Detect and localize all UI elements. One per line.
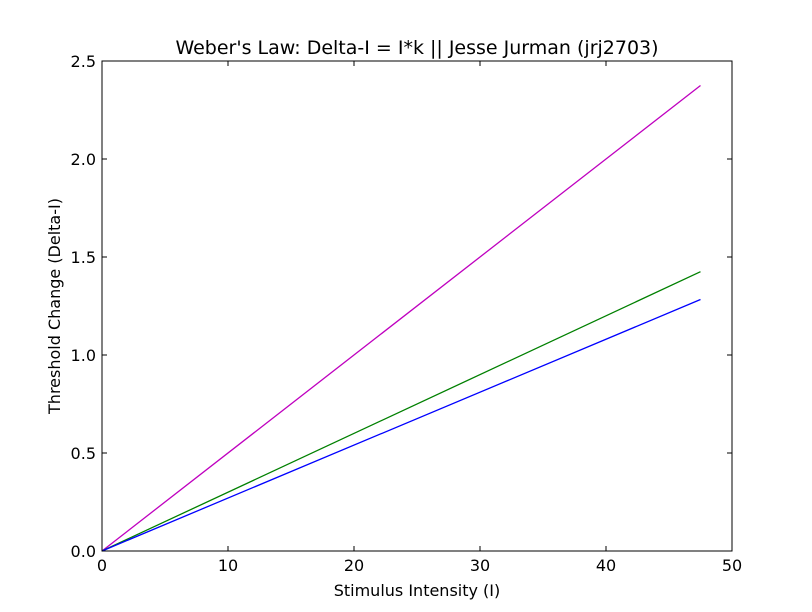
x-tick-label: 20 bbox=[344, 556, 364, 575]
x-tick-label: 0 bbox=[97, 556, 107, 575]
y-axis-label: Threshold Change (Delta-I) bbox=[45, 198, 64, 415]
y-tick-label: 1.0 bbox=[71, 346, 96, 365]
y-tick-label: 0.0 bbox=[71, 542, 96, 561]
y-axis-ticks: 0.0 0.5 1.0 1.5 2.0 2.5 bbox=[71, 52, 732, 561]
x-axis-label: Stimulus Intensity (I) bbox=[334, 581, 501, 600]
series-layer bbox=[101, 84, 701, 552]
x-tick-label: 50 bbox=[722, 556, 742, 575]
x-tick-label: 40 bbox=[596, 556, 616, 575]
y-tick-label: 1.5 bbox=[71, 248, 96, 267]
series-line-2 bbox=[101, 271, 701, 552]
x-tick-label: 10 bbox=[218, 556, 238, 575]
y-tick-label: 0.5 bbox=[71, 444, 96, 463]
chart-title: Weber's Law: Delta-I = I*k || Jesse Jurm… bbox=[175, 37, 658, 59]
axes-frame bbox=[101, 60, 733, 552]
series-line-1 bbox=[101, 84, 701, 552]
series-line-3 bbox=[101, 298, 701, 552]
x-tick-label: 30 bbox=[470, 556, 490, 575]
plot-area bbox=[101, 60, 733, 552]
x-axis-ticks: 0 10 20 30 40 50 bbox=[97, 61, 742, 575]
y-tick-label: 2.5 bbox=[71, 52, 96, 71]
y-tick-label: 2.0 bbox=[71, 150, 96, 169]
